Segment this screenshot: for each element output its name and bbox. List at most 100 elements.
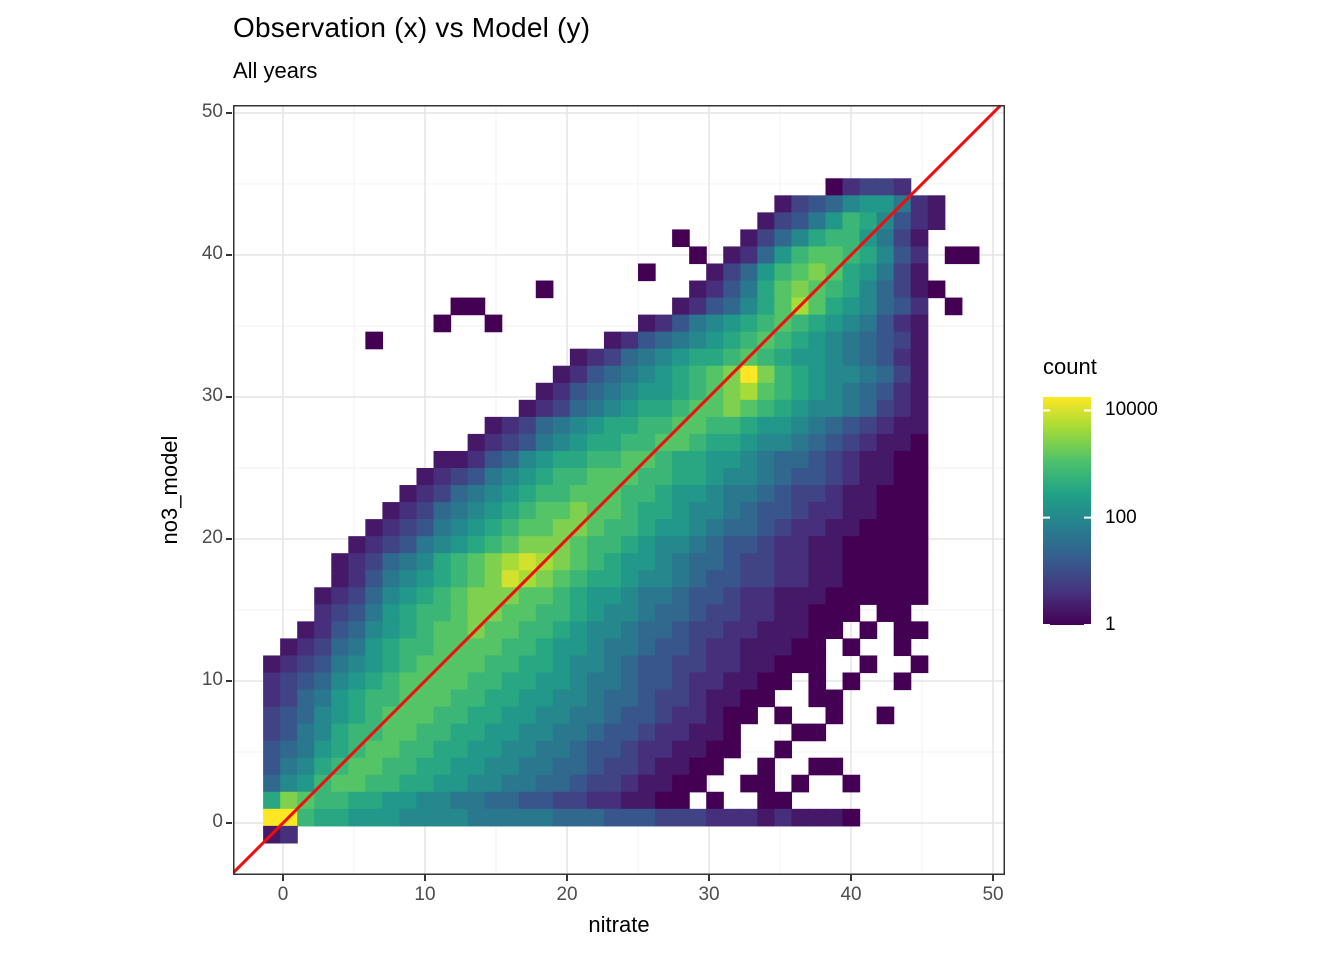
heatmap-cell xyxy=(723,723,741,742)
heatmap-cell xyxy=(518,467,537,486)
heatmap-cell xyxy=(603,757,622,776)
heatmap-cell xyxy=(348,638,366,657)
heatmap-cell xyxy=(791,433,810,452)
heatmap-cell xyxy=(706,280,724,299)
heatmap-cell xyxy=(893,348,912,367)
heatmap-cell xyxy=(740,246,758,265)
heatmap-cell xyxy=(416,485,435,503)
heatmap-cell xyxy=(757,399,775,418)
heatmap-cell xyxy=(518,553,537,571)
heatmap-cell xyxy=(416,536,435,554)
heatmap-cell xyxy=(859,621,878,640)
heatmap-cell xyxy=(706,672,724,691)
heatmap-cell xyxy=(297,689,315,708)
heatmap-cell xyxy=(569,774,588,793)
heatmap-cell xyxy=(723,416,741,435)
x-tick-mark xyxy=(708,875,711,881)
heatmap-cell xyxy=(723,655,741,674)
heatmap-cell xyxy=(910,570,929,588)
heatmap-cell xyxy=(825,587,844,605)
heatmap-cell xyxy=(876,229,895,248)
heatmap-cell xyxy=(399,621,418,640)
heatmap-cell xyxy=(740,689,758,708)
heatmap-cell xyxy=(586,570,605,588)
heatmap-cell xyxy=(433,314,452,333)
heatmap-cell xyxy=(501,808,520,827)
heatmap-cell xyxy=(774,450,793,469)
heatmap-cell xyxy=(757,280,775,299)
heatmap-cell xyxy=(484,621,503,640)
heatmap-cell xyxy=(876,382,895,401)
heatmap-cell xyxy=(450,689,469,708)
heatmap-cell xyxy=(501,416,520,435)
heatmap-cell xyxy=(638,706,656,725)
heatmap-cell xyxy=(774,587,793,605)
heatmap-cell xyxy=(723,467,741,486)
y-tick-mark xyxy=(226,822,232,825)
heatmap-cell xyxy=(842,672,861,691)
heatmap-cell xyxy=(791,246,810,265)
heatmap-cell xyxy=(910,502,929,520)
heatmap-cell xyxy=(348,621,366,640)
heatmap-cell xyxy=(740,365,758,384)
heatmap-cell xyxy=(842,399,861,418)
y-tick-label: 40 xyxy=(201,242,223,264)
heatmap-cell xyxy=(603,416,622,435)
heatmap-cell xyxy=(825,689,844,708)
heatmap-cell xyxy=(893,570,912,588)
heatmap-cell xyxy=(723,604,741,622)
heatmap-cell xyxy=(757,808,775,827)
heatmap-cell xyxy=(331,791,349,810)
heatmap-cell xyxy=(893,263,912,282)
heatmap-cell xyxy=(808,314,827,333)
heatmap-cell xyxy=(484,689,503,708)
heatmap-cell xyxy=(450,553,469,571)
heatmap-cell xyxy=(893,178,912,196)
heatmap-cell xyxy=(314,791,332,810)
heatmap-cell xyxy=(382,621,401,640)
heatmap-cell xyxy=(842,416,861,435)
heatmap-cell xyxy=(535,519,554,537)
heatmap-cell xyxy=(331,689,349,708)
heatmap-cell xyxy=(399,485,418,503)
heatmap-cell xyxy=(382,519,401,537)
heatmap-cell xyxy=(399,791,418,810)
heatmap-cell xyxy=(365,621,384,640)
heatmap-cell xyxy=(467,536,486,554)
heatmap-cell xyxy=(791,467,810,486)
heatmap-cell xyxy=(859,178,878,196)
heatmap-cell xyxy=(876,587,895,605)
heatmap-cell xyxy=(603,740,622,759)
heatmap-cell xyxy=(757,638,775,657)
heatmap-cell xyxy=(399,536,418,554)
y-tick-label: 20 xyxy=(201,526,223,548)
heatmap-cell xyxy=(586,791,605,810)
heatmap-cell xyxy=(399,774,418,793)
heatmap-cell xyxy=(757,263,775,282)
heatmap-cell xyxy=(450,740,469,759)
heatmap-cell xyxy=(842,536,861,554)
heatmap-cell xyxy=(433,791,452,810)
heatmap-cell xyxy=(672,502,690,520)
heatmap-cell xyxy=(603,348,622,367)
heatmap-cell xyxy=(689,808,707,827)
heatmap-cell xyxy=(774,791,793,810)
heatmap-cell xyxy=(757,246,775,265)
heatmap-cell xyxy=(569,485,588,503)
heatmap-cell xyxy=(484,416,503,435)
heatmap-cell xyxy=(808,229,827,248)
heatmap-cell xyxy=(910,297,929,316)
x-tick-mark xyxy=(566,875,569,881)
heatmap-cell xyxy=(910,433,929,452)
heatmap-cell xyxy=(689,553,707,571)
legend-tick-label: 10000 xyxy=(1105,399,1158,421)
heatmap-cell xyxy=(723,553,741,571)
heatmap-cell xyxy=(842,604,861,622)
legend-colorbar xyxy=(1043,397,1091,626)
heatmap-cell xyxy=(263,791,281,810)
heatmap-cell xyxy=(638,331,656,350)
heatmap-cell xyxy=(876,604,895,622)
heatmap-cell xyxy=(331,553,349,571)
heatmap-cell xyxy=(552,808,571,827)
heatmap-cell xyxy=(467,553,486,571)
